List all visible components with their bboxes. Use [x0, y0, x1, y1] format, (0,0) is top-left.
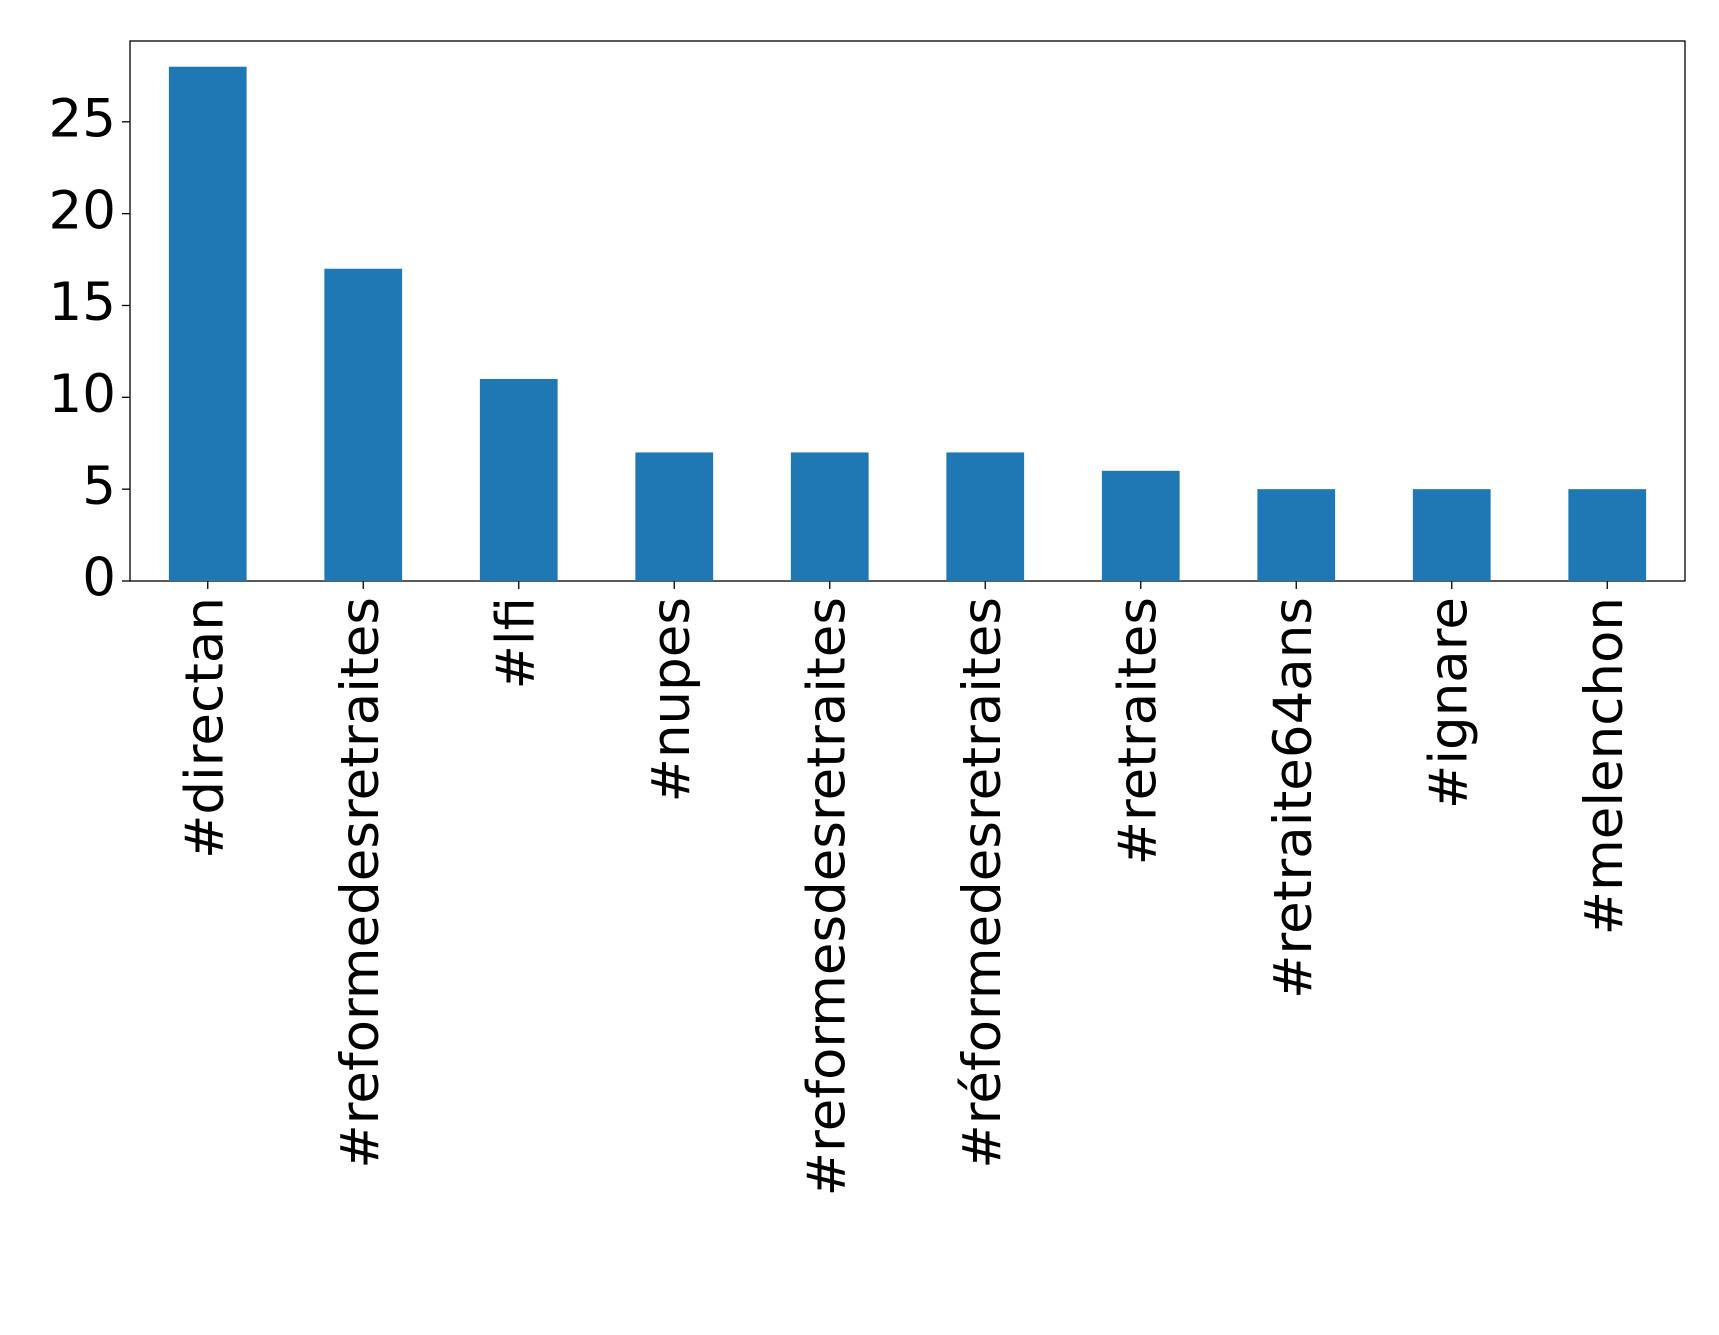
x-tick-label: #reformesdesretraites — [796, 597, 857, 1196]
bar — [479, 378, 558, 581]
y-tick-label: 25 — [49, 88, 116, 149]
y-tick-label: 10 — [49, 364, 116, 425]
bar — [790, 452, 869, 581]
plot-frame — [129, 40, 1686, 582]
x-tick-label: #lfi — [485, 597, 546, 690]
y-tick-label: 15 — [49, 272, 116, 333]
x-tick-label: #réformedesretraites — [952, 597, 1013, 1169]
bar — [1101, 470, 1180, 581]
bar — [1257, 489, 1336, 581]
bar — [1568, 489, 1647, 581]
x-tick-label: #directan — [174, 597, 235, 859]
x-tick-label: #melenchon — [1574, 597, 1635, 935]
bar — [946, 452, 1025, 581]
x-tick-label: #ignare — [1418, 597, 1479, 809]
bar — [324, 268, 403, 581]
x-tick-label: #retraites — [1107, 597, 1168, 865]
y-tick-label: 0 — [82, 548, 116, 609]
x-tick-label: #reformedesretraites — [330, 597, 391, 1169]
x-tick-label: #retraite64ans — [1263, 597, 1324, 999]
y-tick-label: 20 — [49, 180, 116, 241]
y-tick-label: 5 — [82, 456, 116, 517]
bar — [1412, 489, 1491, 581]
bar — [168, 66, 247, 581]
x-tick-label: #nupes — [641, 597, 702, 802]
bar — [635, 452, 714, 581]
